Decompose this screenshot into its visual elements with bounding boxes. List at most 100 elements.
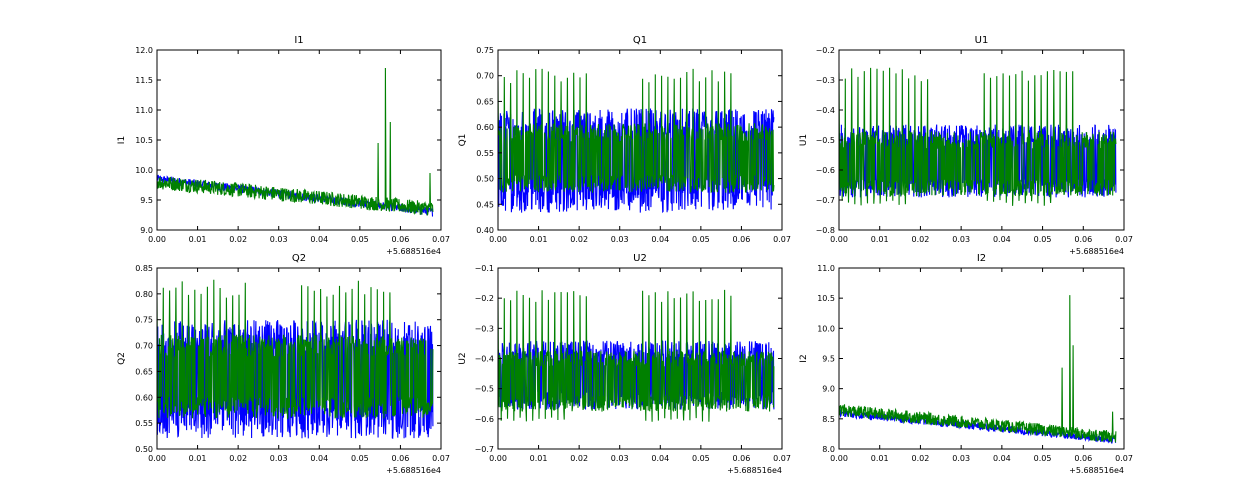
y-axis-label: U1 (799, 134, 809, 146)
y-tick-label: −0.7 (816, 196, 835, 205)
y-tick-label: 0.65 (135, 367, 153, 376)
series-line-2 (498, 289, 775, 422)
x-tick-label: 0.01 (871, 235, 889, 244)
x-tick-label: 0.06 (1074, 454, 1092, 463)
x-tick-label: 0.00 (830, 235, 848, 244)
axes-frame (497, 49, 783, 231)
x-tick-label: 0.07 (432, 454, 450, 463)
y-tick-label: 9.0 (140, 226, 153, 235)
x-tick-label: 0.00 (148, 454, 166, 463)
x-offset-label: +5.688516e4 (386, 247, 441, 256)
y-tick-label: 0.60 (135, 393, 153, 402)
x-tick-label: 0.04 (310, 235, 328, 244)
x-tick-label: 0.07 (432, 235, 450, 244)
x-tick-label: 0.04 (993, 235, 1011, 244)
y-tick-label: 8.5 (822, 415, 835, 424)
subplot-Q1: Q1 0.00 0.01 0.02 0.03 0.04 0.05 0.06 0.07 0.40 0.… (458, 35, 791, 244)
x-tick-label: 0.07 (773, 235, 791, 244)
axes-frame (156, 267, 442, 450)
y-tick-label: 0.60 (476, 123, 494, 132)
x-tick-label: 0.02 (229, 454, 247, 463)
x-tick-label: 0.04 (310, 454, 328, 463)
x-tick-label: 0.00 (489, 454, 507, 463)
y-tick-label: −0.4 (475, 355, 494, 364)
y-tick-label: 9.0 (822, 385, 835, 394)
x-tick-label: 0.00 (830, 454, 848, 463)
y-tick-label: −0.5 (475, 385, 494, 394)
x-tick-label: 0.05 (351, 454, 369, 463)
subplot-title: U2 (633, 253, 647, 264)
x-tick-label: 0.06 (392, 454, 410, 463)
y-tick-label: −0.3 (475, 324, 494, 333)
y-axis-label: Q2 (117, 352, 127, 365)
y-tick-label: −0.1 (475, 264, 494, 273)
y-tick-label: −0.2 (816, 46, 835, 55)
y-tick-label: 0.70 (135, 342, 153, 351)
y-tick-label: 8.0 (822, 445, 835, 454)
subplot-title: Q2 (292, 253, 306, 264)
x-tick-label: 0.04 (993, 454, 1011, 463)
x-tick-label: 0.04 (651, 235, 669, 244)
x-offset-label: +5.688516e4 (386, 466, 441, 475)
y-tick-label: 0.40 (476, 226, 494, 235)
y-tick-label: 10.0 (135, 166, 153, 175)
x-tick-label: 0.03 (270, 235, 288, 244)
y-tick-label: 11.0 (135, 106, 153, 115)
x-tick-label: 0.05 (692, 235, 710, 244)
y-tick-label: −0.5 (816, 136, 835, 145)
y-tick-label: −0.8 (816, 226, 835, 235)
y-tick-label: 0.55 (476, 149, 494, 158)
x-tick-label: 0.00 (148, 235, 166, 244)
y-tick-label: −0.3 (816, 76, 835, 85)
plot-area (157, 279, 434, 439)
subplot-Q2: Q2 0.00 0.01 0.02 0.03 0.04 0.05 0.06 0.07 0.50 0.… (117, 253, 450, 475)
plot-area (498, 68, 775, 214)
series-line-2 (157, 279, 434, 420)
x-tick-label: 0.06 (733, 235, 751, 244)
series-line-2 (157, 67, 434, 216)
y-axis-label: Q1 (458, 134, 468, 147)
x-offset-label: +5.688516e4 (1069, 247, 1124, 256)
x-tick-label: 0.02 (912, 454, 930, 463)
x-tick-label: 0.00 (489, 235, 507, 244)
subplot-I2: I2 0.00 0.01 0.02 0.03 0.04 0.05 0.06 0.07 8.0 8.5… (799, 253, 1133, 475)
x-tick-label: 0.02 (229, 235, 247, 244)
x-tick-label: 0.05 (692, 454, 710, 463)
y-tick-label: 0.65 (476, 97, 494, 106)
y-tick-label: 0.70 (476, 72, 494, 81)
y-tick-label: 12.0 (135, 46, 153, 55)
y-tick-label: 9.5 (140, 196, 153, 205)
y-tick-label: 0.80 (135, 290, 153, 299)
subplot-U1: U1 0.00 0.01 0.02 0.03 0.04 0.05 0.06 0.07 −0.8 −0… (799, 35, 1133, 256)
subplot-I1: I1 0.00 0.01 0.02 0.03 0.04 0.05 0.06 0.07 9.0 9.5… (117, 35, 450, 256)
subplot-title: U1 (975, 35, 989, 46)
x-tick-label: 0.04 (651, 454, 669, 463)
y-tick-label: 10.5 (135, 136, 153, 145)
x-tick-label: 0.05 (1034, 235, 1052, 244)
subplot-U2: U2 0.00 0.01 0.02 0.03 0.04 0.05 0.06 0.07 −0.7 −0… (458, 253, 791, 475)
y-axis-label: I2 (799, 354, 809, 362)
y-tick-label: −0.6 (475, 415, 494, 424)
y-tick-label: 0.50 (476, 175, 494, 184)
series-line-2 (839, 67, 1117, 206)
x-tick-label: 0.03 (952, 454, 970, 463)
y-tick-label: 10.5 (817, 294, 835, 303)
series-line-2 (498, 68, 775, 194)
x-tick-label: 0.03 (270, 454, 288, 463)
x-offset-label: +5.688516e4 (727, 466, 782, 475)
y-axis-label: U2 (458, 352, 468, 364)
plot-area (157, 67, 434, 217)
subplot-title: I2 (977, 253, 986, 264)
x-tick-label: 0.07 (773, 454, 791, 463)
x-tick-label: 0.01 (189, 454, 207, 463)
y-tick-label: 10.0 (817, 324, 835, 333)
x-tick-label: 0.06 (392, 235, 410, 244)
x-tick-label: 0.06 (733, 454, 751, 463)
x-tick-label: 0.06 (1074, 235, 1092, 244)
series-line-2 (839, 295, 1117, 443)
y-tick-label: −0.2 (475, 294, 494, 303)
y-tick-label: 9.5 (822, 355, 835, 364)
y-axis-label: I1 (117, 136, 127, 144)
y-tick-label: 11.5 (135, 76, 153, 85)
